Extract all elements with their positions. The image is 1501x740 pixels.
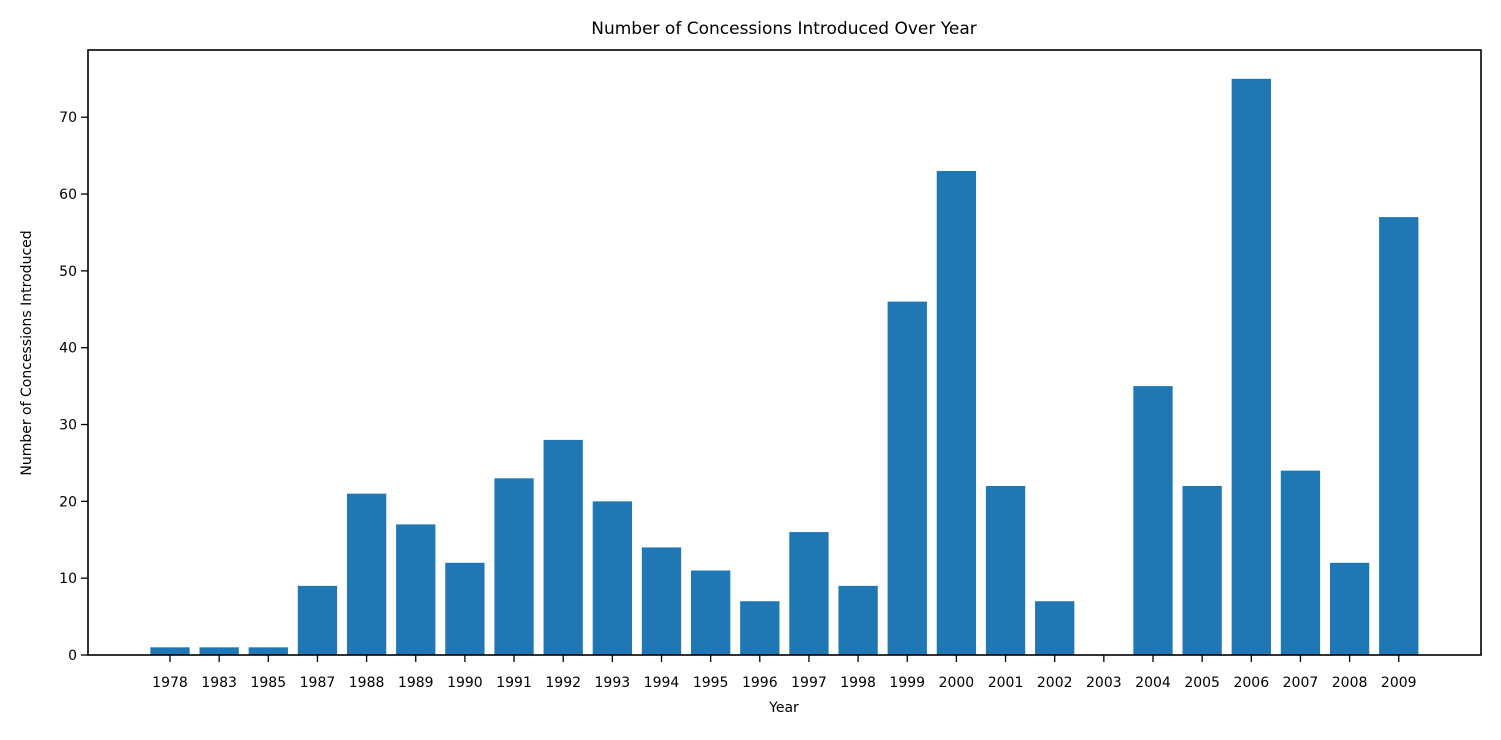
x-tick-label: 1987 bbox=[300, 675, 336, 691]
x-tick-label: 1992 bbox=[545, 675, 581, 691]
x-tick-label: 1994 bbox=[644, 675, 680, 691]
bar-1993 bbox=[592, 501, 632, 655]
x-tick-label: 1989 bbox=[398, 675, 434, 691]
y-tick-label: 0 bbox=[68, 648, 77, 664]
x-tick-label: 1996 bbox=[742, 675, 778, 691]
x-tick-label: 1988 bbox=[349, 675, 385, 691]
bar-2008 bbox=[1329, 562, 1370, 655]
bar-2006 bbox=[1231, 78, 1271, 655]
bar-1995 bbox=[691, 570, 731, 655]
bar-1990 bbox=[445, 562, 485, 655]
chart-title: Number of Concessions Introduced Over Ye… bbox=[591, 19, 977, 39]
x-tick-label: 2006 bbox=[1233, 675, 1269, 691]
x-tick-label: 1983 bbox=[201, 675, 237, 691]
bar-1989 bbox=[396, 524, 436, 655]
bar-1988 bbox=[346, 493, 387, 655]
y-tick-label: 40 bbox=[59, 341, 77, 357]
bar-2002 bbox=[1035, 601, 1075, 655]
bar-1994 bbox=[641, 547, 682, 655]
bar-1997 bbox=[789, 532, 829, 655]
x-tick-label: 2008 bbox=[1332, 675, 1368, 691]
bar-1998 bbox=[838, 585, 878, 655]
y-tick-label: 30 bbox=[59, 418, 77, 434]
y-tick-label: 60 bbox=[59, 187, 77, 203]
y-axis-label: Number of Concessions Introduced bbox=[19, 230, 35, 475]
x-tick-label: 1990 bbox=[447, 675, 483, 691]
x-tick-label: 2004 bbox=[1135, 675, 1171, 691]
bar-2001 bbox=[985, 485, 1026, 655]
x-axis-label: Year bbox=[768, 700, 799, 716]
bar-1987 bbox=[297, 585, 338, 655]
x-tick-label: 2001 bbox=[988, 675, 1024, 691]
bar-1996 bbox=[740, 601, 780, 655]
x-tick-label: 2000 bbox=[939, 675, 975, 691]
x-tick-label: 1985 bbox=[250, 675, 286, 691]
bar-1985 bbox=[248, 647, 288, 655]
x-tick-label: 2002 bbox=[1037, 675, 1073, 691]
x-tick-label: 1999 bbox=[889, 675, 925, 691]
bar-1983 bbox=[199, 647, 239, 655]
bar-2005 bbox=[1182, 485, 1222, 655]
bar-2000 bbox=[936, 171, 977, 655]
y-tick-label: 10 bbox=[59, 571, 77, 587]
y-axis-ticks: 0 10 20 30 40 50 60 70 bbox=[59, 110, 88, 664]
y-tick-label: 50 bbox=[59, 264, 77, 280]
x-tick-label: 1991 bbox=[496, 675, 532, 691]
bar-2009 bbox=[1379, 217, 1419, 655]
bar-1991 bbox=[494, 478, 534, 655]
x-tick-label: 2003 bbox=[1086, 675, 1122, 691]
bar-1999 bbox=[887, 301, 927, 655]
x-axis-ticks: 1978 1983 1985 1987 1988 1989 1990 1991 1992 1993… bbox=[152, 655, 1417, 691]
x-tick-label: 1993 bbox=[595, 675, 631, 691]
x-tick-label: 2009 bbox=[1381, 675, 1417, 691]
x-tick-label: 2007 bbox=[1283, 675, 1319, 691]
bar-2004 bbox=[1133, 386, 1173, 655]
plot-frame bbox=[87, 49, 1482, 656]
x-tick-label: 1978 bbox=[152, 675, 188, 691]
bars-group bbox=[150, 78, 1419, 655]
y-tick-label: 20 bbox=[59, 494, 77, 510]
bar-1978 bbox=[150, 647, 190, 655]
x-tick-label: 1997 bbox=[791, 675, 827, 691]
x-tick-label: 2005 bbox=[1184, 675, 1220, 691]
bar-1992 bbox=[543, 439, 583, 655]
y-tick-label: 70 bbox=[59, 110, 77, 126]
bar-2007 bbox=[1280, 470, 1321, 655]
x-tick-label: 1998 bbox=[840, 675, 876, 691]
x-tick-label: 1995 bbox=[693, 675, 729, 691]
